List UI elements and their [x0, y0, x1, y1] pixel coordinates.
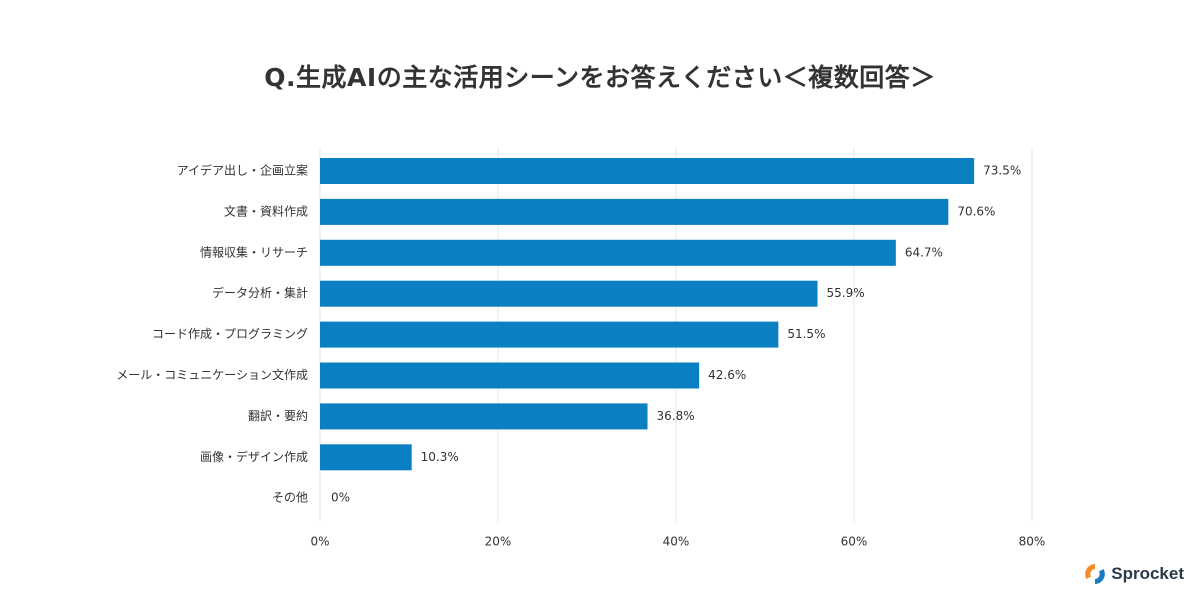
- bar: [320, 239, 896, 266]
- value-label: 0%: [331, 491, 350, 505]
- chart-title: Q.生成AIの主な活用シーンをお答えください＜複数回答＞: [264, 63, 936, 92]
- value-label: 73.5%: [983, 164, 1021, 178]
- value-label: 36.8%: [657, 409, 695, 423]
- value-label: 42.6%: [708, 368, 746, 382]
- value-label: 51.5%: [787, 327, 825, 341]
- category-label: その他: [272, 491, 308, 505]
- bar: [320, 444, 412, 471]
- category-label: データ分析・集計: [212, 285, 308, 300]
- value-label: 64.7%: [905, 245, 943, 259]
- x-tick-label: 0%: [310, 535, 329, 549]
- x-tick-label: 40%: [663, 535, 690, 549]
- category-label: 文書・資料作成: [224, 203, 308, 218]
- value-label: 55.9%: [827, 286, 865, 300]
- bar: [320, 158, 975, 184]
- category-label: 情報収集・リサーチ: [200, 244, 308, 259]
- category-label: アイデア出し・企画立案: [177, 163, 308, 178]
- bar: [320, 403, 648, 430]
- category-label: 翻訳・要約: [248, 408, 308, 423]
- sprocket-logo-text: Sprocket: [1111, 564, 1184, 583]
- bar: [320, 280, 818, 307]
- x-tick-label: 20%: [485, 535, 512, 549]
- sprocket-logo: Sprocket: [1083, 562, 1184, 586]
- x-tick-label: 60%: [841, 535, 868, 549]
- category-label: メール・コミュニケーション文作成: [116, 367, 308, 382]
- value-label: 70.6%: [957, 204, 995, 218]
- category-label: 画像・デザイン作成: [200, 449, 308, 464]
- sprocket-logo-icon: [1085, 564, 1106, 584]
- x-tick-label: 80%: [1019, 535, 1046, 549]
- value-label: 10.3%: [421, 450, 459, 464]
- bar: [320, 321, 779, 348]
- bar: [320, 362, 700, 389]
- bar: [320, 198, 949, 225]
- category-label: コード作成・プログラミング: [152, 327, 308, 341]
